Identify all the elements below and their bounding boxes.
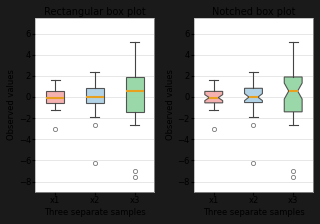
Y-axis label: Observed values: Observed values xyxy=(165,69,174,140)
PathPatch shape xyxy=(46,91,64,103)
Y-axis label: Observed values: Observed values xyxy=(7,69,16,140)
Title: Rectangular box plot: Rectangular box plot xyxy=(44,7,146,17)
PathPatch shape xyxy=(244,88,262,103)
PathPatch shape xyxy=(86,88,104,103)
PathPatch shape xyxy=(205,91,223,103)
PathPatch shape xyxy=(126,77,143,112)
X-axis label: Three separate samples: Three separate samples xyxy=(44,208,146,217)
X-axis label: Three separate samples: Three separate samples xyxy=(203,208,304,217)
Title: Notched box plot: Notched box plot xyxy=(212,7,295,17)
PathPatch shape xyxy=(284,77,302,112)
